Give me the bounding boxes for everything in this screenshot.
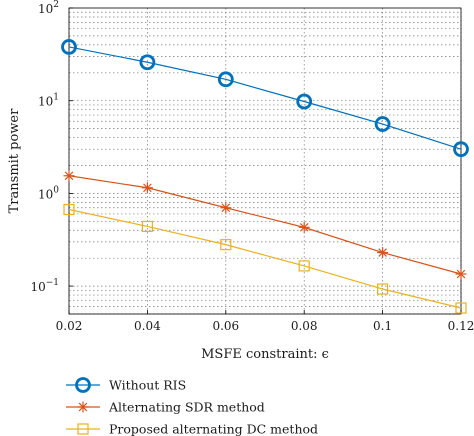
- x-tick-label: 0.1: [373, 319, 392, 333]
- legend-item: Without RIS: [66, 377, 186, 393]
- x-tick-label: 0.04: [134, 319, 161, 333]
- y-tick-label: 102: [38, 0, 59, 16]
- series-line: [68, 175, 462, 275]
- data-point: [63, 203, 75, 216]
- ticks: 0.02 0.04 0.06 0.08 0.1 0.12 10−1 100 101 102: [30, 0, 474, 333]
- series-line: [68, 208, 462, 309]
- legend-item: Alternating SDR method: [66, 400, 265, 415]
- legend-label: Without RIS: [109, 378, 186, 393]
- series-circle: [61, 39, 469, 158]
- data-point: [217, 71, 234, 88]
- data-point: [453, 141, 469, 158]
- data-point: [220, 202, 232, 214]
- legend-label: Proposed alternating DC method: [109, 422, 318, 436]
- x-tick-label: 0.12: [448, 319, 474, 333]
- data-point: [374, 116, 391, 132]
- y-tick-label: 100: [38, 185, 59, 201]
- data-point: [296, 93, 313, 110]
- series-star: [63, 170, 467, 280]
- data-point: [141, 220, 153, 233]
- y-axis-title: Transmit power: [7, 108, 22, 213]
- legend-label: Alternating SDR method: [108, 400, 265, 415]
- legend: Without RIS Alternating SDR method Propose…: [66, 377, 318, 436]
- data-point: [377, 247, 389, 259]
- plot-frame: [68, 7, 462, 315]
- legend-marker: [77, 423, 89, 435]
- legend-marker: [75, 377, 91, 393]
- grid: [68, 8, 462, 315]
- data-point: [220, 239, 232, 251]
- data-point: [61, 39, 77, 55]
- x-tick-label: 0.06: [212, 319, 239, 333]
- x-axis-title: MSFE constraint: ϵ: [201, 347, 329, 362]
- data-point: [141, 182, 153, 194]
- series-layer: [61, 39, 469, 314]
- y-tick-label: 101: [38, 93, 59, 109]
- legend-marker: [77, 401, 89, 413]
- data-point: [298, 260, 310, 272]
- series-square: [63, 203, 467, 314]
- data-point: [455, 268, 467, 280]
- x-tick-label: 0.08: [291, 319, 318, 333]
- legend-item: Proposed alternating DC method: [66, 422, 318, 436]
- data-point: [63, 170, 75, 182]
- data-point: [455, 302, 467, 314]
- y-tick-label: 10−1: [30, 278, 59, 294]
- x-tick-label: 0.02: [56, 319, 83, 333]
- data-point: [377, 283, 389, 295]
- series-line: [68, 46, 462, 150]
- data-point: [139, 54, 156, 71]
- data-point: [298, 221, 310, 233]
